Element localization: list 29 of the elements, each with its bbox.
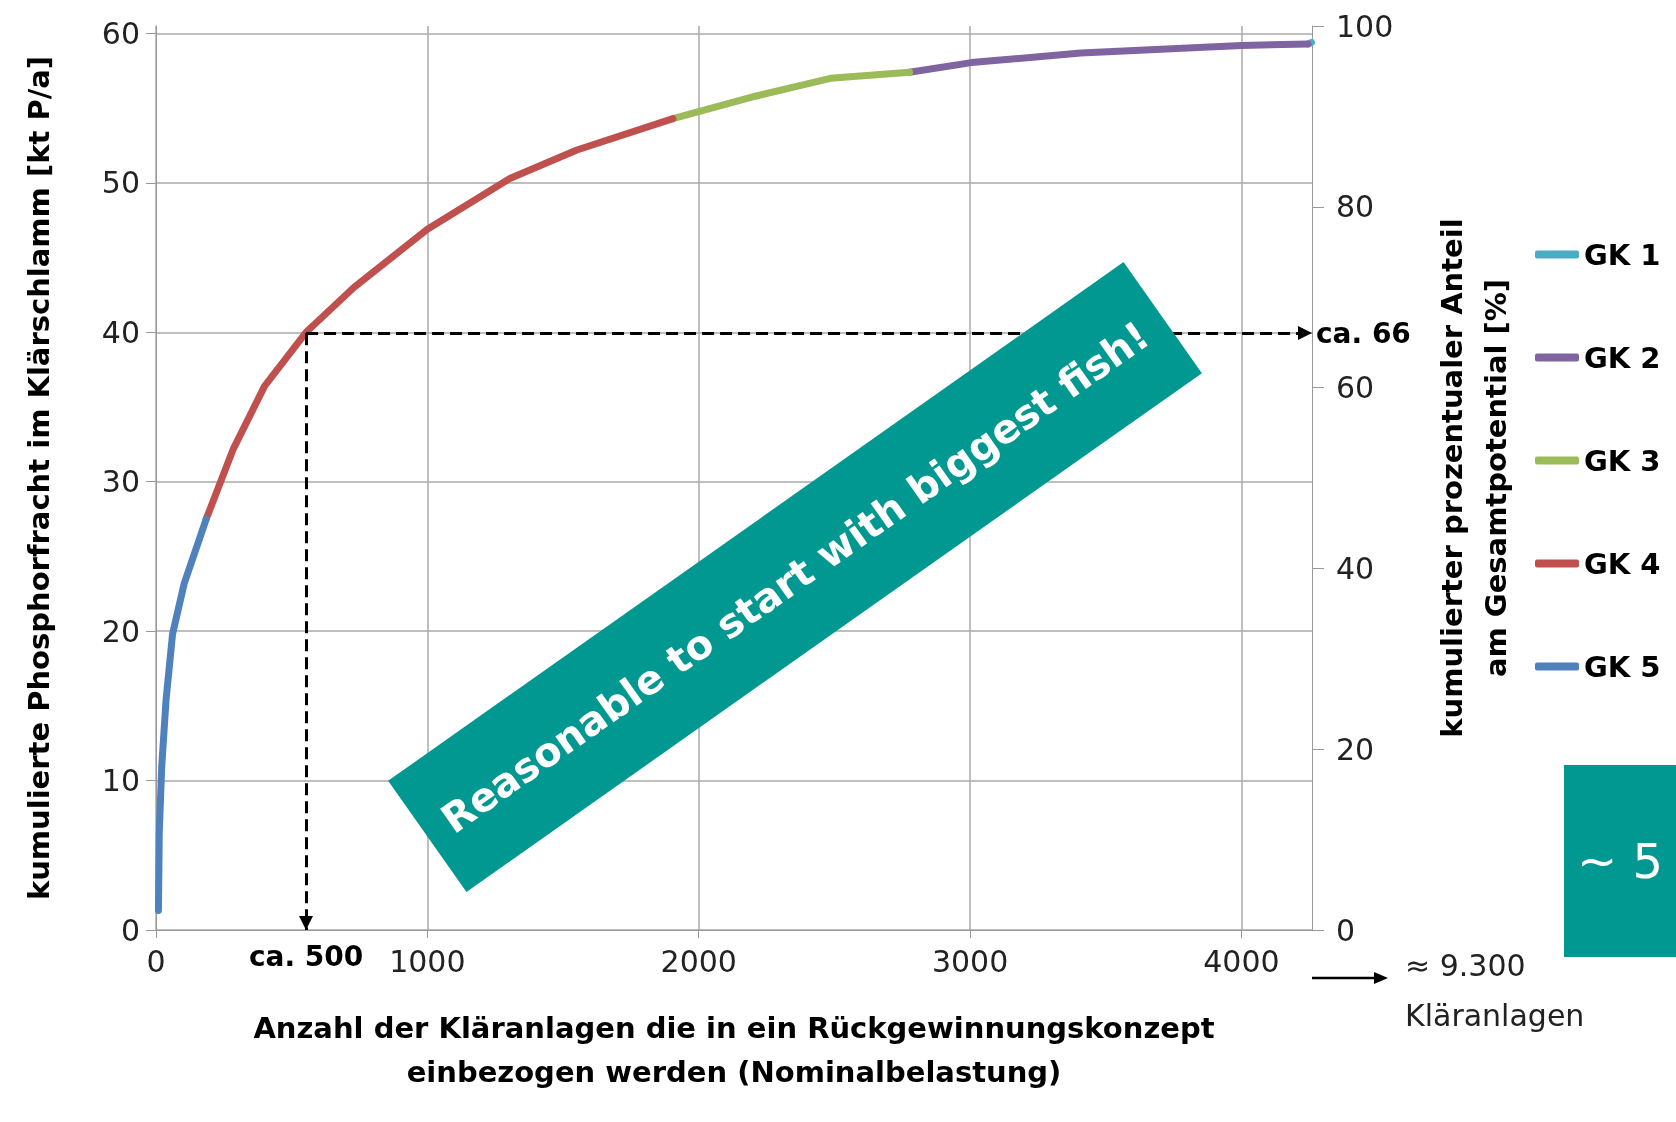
x-tick-label: 4000: [1203, 943, 1280, 979]
y2-axis-title: kumulierter prozentualer Anteil am Gesamtpotential [%]: [1435, 218, 1513, 738]
x-tick-label: 3000: [931, 943, 1009, 979]
text-box: ~ 5: [1564, 765, 1676, 957]
legend-label: GK 2: [1584, 340, 1661, 375]
y-tick-label: 30: [101, 464, 140, 500]
x-tick-label: 1000: [389, 943, 466, 979]
y-axis-title: kumulierte Phosphorfracht im Klärschlamm [kt P/a]: [22, 55, 56, 901]
y-tick-label: 40: [101, 314, 140, 350]
legend-label: GK 3: [1584, 443, 1661, 478]
y-tick-label: 20: [101, 613, 140, 649]
legend-label: GK 1: [1584, 237, 1661, 272]
x-axis-title: Anzahl der Kläranlagen die in ein Rückgewinnungskonzept einbezogen werden (Nominalbelastung): [253, 1011, 1215, 1089]
y2-tick-label: 40: [1336, 550, 1375, 586]
y2-tick-label: 80: [1336, 189, 1375, 225]
y-tick-label: 0: [120, 912, 140, 948]
x-tick-label: 2000: [660, 943, 737, 979]
y-tick-label: 10: [101, 763, 140, 799]
y-tick-label: 60: [101, 15, 140, 51]
y2-tick-label: 60: [1336, 370, 1375, 406]
ref-line-label: ca. 66: [1316, 316, 1411, 350]
legend-label: GK 4: [1584, 546, 1661, 581]
ref-line-label: ca. 500: [248, 939, 364, 973]
legend-label: GK 5: [1584, 649, 1661, 684]
y2-tick-label: 100: [1336, 8, 1394, 44]
x-tick-label: 0: [146, 943, 166, 979]
y2-tick-label: 20: [1336, 731, 1375, 767]
y2-tick-label: 0: [1336, 912, 1356, 948]
y-tick-label: 50: [101, 165, 140, 201]
